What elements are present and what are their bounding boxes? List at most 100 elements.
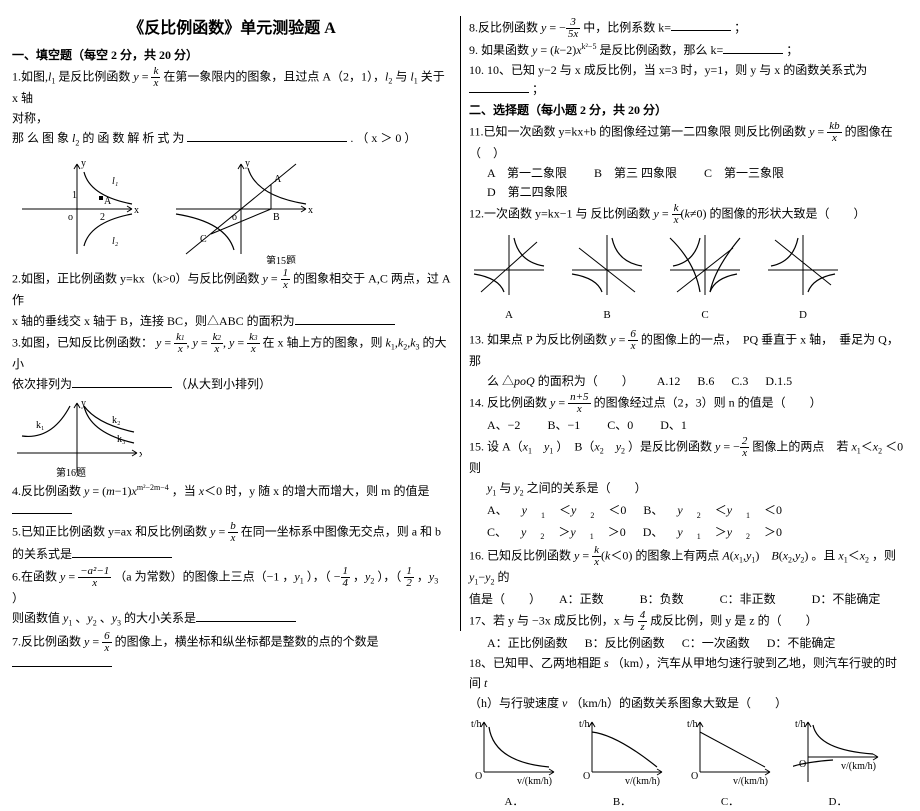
text: ，则 (872, 548, 896, 562)
paper-title: 《反比例函数》单元测验题 A (12, 16, 452, 42)
svg-text:第16题: 第16题 (56, 466, 86, 478)
opt-d: D 第二四象限 (487, 183, 568, 202)
blank (196, 609, 296, 622)
text: 中，比例系数 k= (583, 20, 671, 34)
text: 之间的关系是（ ） (527, 481, 647, 495)
opt-b: B 第三 四象限 (594, 164, 677, 183)
q13-line2: 么 △poQ 的面积为（ ） A.12 B.6 C.3 D.1.5 (469, 372, 908, 391)
q1-line3: 那 么 图 象 l2 的 函 数 解 析 式 为 . （ x ＞ 0 ） (12, 129, 452, 150)
text: 7.反比例函数 (12, 634, 84, 648)
label: A (469, 307, 549, 325)
fig-row-1: xyo l₁ l₂ A21 xyo ABC 第15题 (12, 154, 452, 264)
q13: 13. 如果点 P 为反比例函数 y = 6x 的图像上的一点， PQ 垂直于 … (469, 329, 908, 371)
text: 5.已知正比例函数 y=ax 和反比例函数 (12, 525, 210, 539)
text: 则函数值 (12, 611, 63, 625)
text: ） B（ (556, 439, 594, 453)
q12: 12.一次函数 y=kx−1 与 反比例函数 y = kx(k≠0) 的图像的形… (469, 203, 908, 226)
svg-text:y: y (245, 158, 250, 169)
text: ，当 (172, 484, 196, 498)
svg-text:v/(km/h): v/(km/h) (733, 776, 768, 787)
text: 2.如图，正比例函数 y=kx（k>0）与反比例函数 (12, 272, 263, 286)
label: D． (793, 794, 883, 811)
text: C、 (487, 523, 507, 542)
svg-text:t/h: t/h (579, 719, 590, 730)
svg-text:l₁: l₁ (112, 176, 118, 187)
svg-text:O: O (583, 771, 590, 782)
text: . （ x ＞ 0 ） (350, 131, 416, 145)
fig-q2: xyo ABC 第15题 (166, 154, 316, 264)
blank (72, 375, 172, 388)
svg-text:A: A (104, 196, 112, 207)
text: 那 么 图 象 (12, 131, 72, 145)
blank (469, 80, 529, 93)
fig-row-2: xy k₁k₂k₃ 第16题 (12, 398, 452, 478)
fig-q1: xyo l₁ l₂ A21 (12, 154, 142, 264)
text: 是反比例函数，那么 k= (599, 43, 723, 57)
text: ； (734, 20, 746, 34)
section-2-heading: 二、选择题（每小题 2 分，共 20 分） (469, 101, 908, 120)
text: 与 (496, 481, 514, 495)
text: ），（ (307, 569, 331, 583)
opt-b: B：反比例函数 (585, 634, 665, 653)
text: 成反比例，则 y 是 z 的（ ） (650, 613, 817, 627)
label: B． (577, 794, 667, 811)
q14-options: A、−2 B、−1 C、0 D、1 (487, 416, 908, 435)
blank (12, 501, 72, 514)
q8: 8.反比例函数 y = −35x 中，比例系数 k= ； (469, 17, 908, 40)
text: ），（ (377, 569, 401, 583)
text: 的关系式是 (12, 547, 72, 561)
svg-text:k₁: k₁ (36, 420, 45, 431)
text: 的 (497, 570, 509, 584)
svg-text:t/h: t/h (687, 719, 698, 730)
svg-text:x: x (139, 449, 142, 460)
opt-c: C：一次函数 (682, 634, 750, 653)
text: 13. 如果点 P 为反比例函数 (469, 332, 610, 346)
q14: 14. 反比例函数 y = n+5x 的图像经过点（2，3）则 n 的值是（ ） (469, 392, 908, 415)
fig-q3: xy k₁k₂k₃ 第16题 (12, 398, 142, 478)
blank (671, 18, 731, 31)
svg-text:A: A (274, 174, 282, 185)
text: 15. 设 A（ (469, 439, 523, 453)
svg-text:C: C (200, 234, 207, 245)
text: 在 x 轴上方的图象，则 (263, 335, 386, 349)
text: 。且 (811, 548, 838, 562)
opt-d: D.1.5 (765, 372, 792, 391)
q18-graphs: t/hv/(km/h)O A． t/hv/(km/h)O B． t/hv/(km… (469, 717, 908, 811)
q17: 17、若 y 与 −3x 成反比例，x 与 4z 成反比例，则 y 是 z 的（… (469, 610, 908, 633)
opt-c: C 第一三象限 (704, 164, 784, 183)
svg-text:2: 2 (100, 212, 105, 223)
q17-options: A：正比例函数 B：反比例函数 C：一次函数 D：不能确定 (487, 634, 908, 653)
opt-a: A.12 (657, 372, 681, 391)
q12-graphs: A B C D (469, 230, 908, 324)
svg-text:k₂: k₂ (112, 415, 121, 426)
opt-d: D、1 (660, 416, 687, 435)
svg-text:o: o (68, 212, 73, 223)
text: ； (532, 82, 544, 96)
label: C (665, 307, 745, 325)
text: （h）与行驶速度 (469, 696, 562, 710)
q6-line2: 则函数值 y1 、y2 、y3 的大小关系是 (12, 609, 452, 630)
svg-text:t/h: t/h (795, 719, 806, 730)
left-column: 《反比例函数》单元测验题 A 一、填空题（每空 2 分，共 20 分） 1.如图… (12, 16, 460, 631)
text: 3.如图，已知反比例函数： (12, 335, 153, 349)
text: 10. 10、已知 y−2 与 x 成反比例，当 x=3 时，y=1，则 y 与… (469, 63, 867, 77)
svg-text:第15题: 第15题 (266, 254, 296, 264)
text: 的图像的形状大致是（ ） (709, 207, 865, 221)
label: D (763, 307, 843, 325)
q9: 9. 如果函数 y = (k−2)xk²−5 是反比例函数，那么 k= ； (469, 41, 908, 60)
text: B、 (643, 501, 663, 520)
q2-line2: x 轴的垂线交 x 轴于 B，连接 BC，则△ABC 的面积为 (12, 312, 452, 331)
text: 图像上的两点 若 (752, 439, 851, 453)
svg-text:y: y (81, 158, 86, 169)
blank (12, 654, 112, 667)
opt-b: B、−1 (547, 416, 580, 435)
text: 与 (395, 69, 410, 83)
q3-line2: 依次排列为 （从大到小排列） (12, 375, 452, 394)
text: 的面积为（ ） (538, 374, 634, 388)
blank (295, 312, 395, 325)
text: 16. 已知反比例函数 (469, 548, 574, 562)
svg-text:v/(km/h): v/(km/h) (625, 776, 660, 787)
svg-text:l₂: l₂ (112, 236, 119, 247)
svg-text:B: B (273, 212, 280, 223)
text: 11.已知一次函数 y=kx+b 的图像经过第一二四象限 则反比例函数 (469, 124, 809, 138)
